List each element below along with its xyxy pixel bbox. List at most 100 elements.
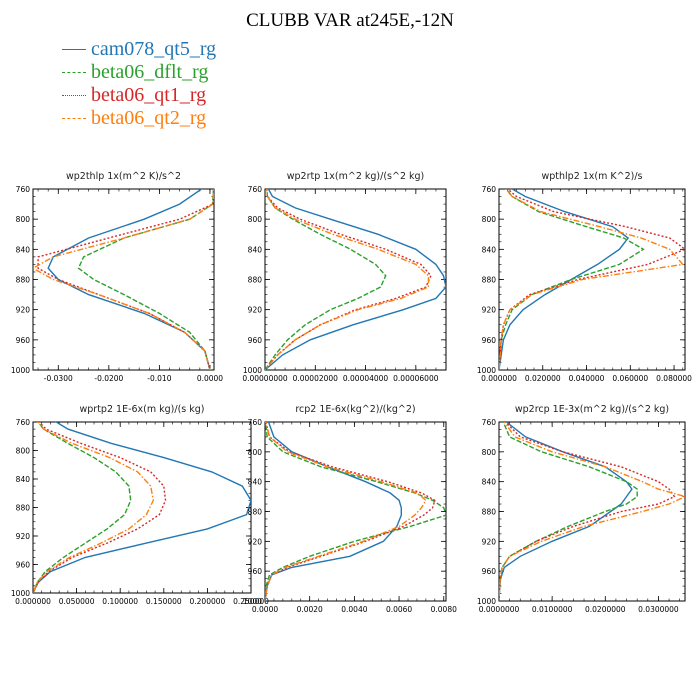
series-line-beta06_qt2_rg [499, 189, 685, 370]
x-tick-label: 0.0100000 [532, 605, 573, 614]
subplot-6: wp2rcp 1E-3x(m^2 kg)/(s^2 kg) 760 800 840 88… [477, 404, 686, 614]
y-tick-label: 1000 [243, 366, 262, 375]
y-tick-label: 800 [16, 215, 31, 224]
series-line-beta06_qt2_rg [265, 189, 430, 370]
x-tick-label: 0.040000 [569, 374, 605, 383]
series-group [33, 189, 214, 370]
x-tick-label: 0.0300000 [638, 605, 679, 614]
series-line-beta06_qt2_rg [265, 422, 427, 601]
y-tick-label: 920 [16, 532, 31, 541]
plot-frame [498, 421, 686, 602]
legend-label: beta06_qt2_rg [91, 107, 207, 129]
series-line-beta06_qt2_rg [33, 422, 155, 593]
legend-swatch [62, 95, 86, 96]
x-tick-label: 0.250000 [233, 597, 269, 606]
y-tick-label: 800 [248, 215, 263, 224]
subplot-title: wp2rtp 1x(m^2 kg)/(s^2 kg) [287, 171, 425, 182]
series-group [499, 189, 685, 370]
subplot-title: wprtp2 1E-6x(m kg)/(s kg) [80, 404, 205, 415]
y-tick-label: 1000 [243, 597, 262, 606]
x-tick-label: -0.0300 [44, 374, 73, 383]
series-line-cam078_qt5_rg [499, 422, 633, 601]
legend-item: beta06_qt1_rg [62, 84, 216, 107]
y-tick-label: 920 [16, 306, 31, 315]
y-tick-label: 800 [482, 215, 497, 224]
x-tick-label: 0.0020 [297, 605, 323, 614]
series-line-beta06_dflt_rg [499, 189, 645, 370]
series-line-beta06_qt1_rg [499, 189, 685, 370]
y-tick-label: 960 [248, 336, 263, 345]
series-group [265, 189, 446, 370]
y-tick-label: 1000 [11, 589, 30, 598]
y-tick-label: 920 [482, 537, 497, 546]
series-line-beta06_qt2_rg [33, 189, 214, 370]
x-tick-label: 0.00006000 [393, 374, 439, 383]
y-tick-label: 760 [248, 418, 263, 427]
y-tick-label: 840 [16, 245, 31, 254]
series-line-cam078_qt5_rg [47, 189, 211, 370]
x-tick-label: 0.200000 [190, 597, 226, 606]
x-tick-label: 0.00000000 [242, 374, 288, 383]
subplot-title: rcp2 1E-6x(kg^2)/(kg^2) [295, 404, 415, 415]
series-line-beta06_qt2_rg [499, 422, 685, 601]
y-tick-label: 880 [248, 276, 263, 285]
y-tick-label: 920 [482, 306, 497, 315]
subplot-title: wp2rcp 1E-3x(m^2 kg)/(s^2 kg) [515, 404, 669, 415]
series-line-cam078_qt5_rg [265, 189, 446, 370]
legend-item: cam078_qt5_rg [62, 38, 216, 61]
y-tick-label: 960 [16, 336, 31, 345]
y-tick-label: 800 [248, 448, 263, 457]
y-tick-label: 880 [16, 276, 31, 285]
legend-swatch [62, 72, 86, 73]
x-tick-label: 0.100000 [102, 597, 138, 606]
subplot-title: wp2thlp 1x(m^2 K)/s^2 [66, 171, 181, 182]
series-line-beta06_dflt_rg [265, 422, 446, 601]
legend-label: beta06_dflt_rg [91, 61, 209, 83]
x-tick-label: 0.0000 [197, 374, 223, 383]
legend-label: beta06_qt1_rg [91, 84, 207, 106]
series-group [499, 422, 685, 601]
x-tick-label: 0.0200000 [585, 605, 626, 614]
subplot-4: wprtp2 1E-6x(m kg)/(s kg) 760 800 840 880 920… [11, 404, 269, 606]
plot-frame [498, 188, 686, 371]
x-tick-label: 0.150000 [146, 597, 182, 606]
y-tick-label: 840 [248, 245, 263, 254]
plot-frame [32, 421, 252, 594]
legend-item: beta06_qt2_rg [62, 107, 216, 130]
series-line-cam078_qt5_rg [499, 189, 630, 370]
legend-item: beta06_dflt_rg [62, 61, 216, 84]
x-tick-label: 0.020000 [525, 374, 561, 383]
y-tick-label: 960 [482, 336, 497, 345]
y-tick-label: 760 [482, 418, 497, 427]
y-tick-label: 840 [16, 475, 31, 484]
legend: cam078_qt5_rg beta06_dflt_rg beta06_qt1_… [62, 38, 216, 130]
x-tick-label: -0.0200 [94, 374, 123, 383]
y-tick-label: 760 [482, 185, 497, 194]
x-tick-label: 0.080000 [656, 374, 692, 383]
y-tick-label: 840 [248, 478, 263, 487]
x-tick-label: 0.00004000 [343, 374, 389, 383]
y-tick-label: 880 [482, 276, 497, 285]
x-tick-label: 0.0080 [431, 605, 457, 614]
y-tick-label: 920 [248, 306, 263, 315]
x-tick-label: 0.000000 [15, 597, 51, 606]
subplot-5: rcp2 1E-6x(kg^2)/(kg^2) 760 800 840 880 920 96… [243, 404, 457, 614]
subplot-2: wp2rtp 1x(m^2 kg)/(s^2 kg) 760 800 840 880 92… [242, 171, 447, 383]
x-tick-label: 0.0040 [341, 605, 367, 614]
y-tick-label: 960 [16, 561, 31, 570]
series-line-beta06_qt1_rg [33, 422, 167, 593]
y-tick-label: 1000 [11, 366, 30, 375]
y-tick-label: 1000 [477, 366, 496, 375]
legend-swatch [62, 118, 86, 119]
series-line-cam078_qt5_rg [33, 422, 251, 593]
y-tick-label: 960 [482, 567, 497, 576]
series-group [33, 422, 251, 593]
y-tick-label: 880 [248, 508, 263, 517]
subplot-1: wp2thlp 1x(m^2 K)/s^2 760 800 840 880 920 960 1… [11, 171, 223, 383]
x-tick-label: 0.050000 [59, 597, 95, 606]
y-tick-label: 800 [16, 447, 31, 456]
legend-label: cam078_qt5_rg [91, 38, 217, 60]
plot-frame [264, 421, 447, 602]
y-tick-label: 800 [482, 448, 497, 457]
